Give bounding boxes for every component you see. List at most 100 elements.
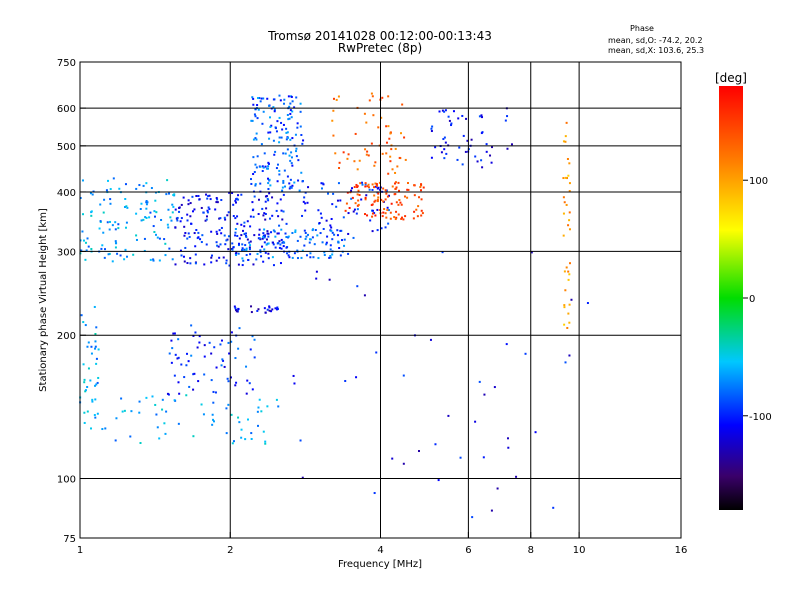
data-point: [286, 131, 289, 134]
data-point: [335, 205, 338, 208]
data-point: [398, 189, 401, 192]
data-point: [368, 188, 371, 191]
y-axis-ticks: 75 100 200 300 400 500 600 750: [57, 58, 86, 545]
data-point: [261, 122, 264, 125]
data-point: [234, 252, 237, 255]
data-point: [95, 326, 98, 329]
data-point: [334, 152, 337, 155]
data-point: [367, 154, 370, 157]
data-point: [206, 197, 209, 200]
data-point: [116, 252, 119, 255]
data-point: [145, 203, 148, 206]
data-point: [510, 143, 513, 146]
data-point: [443, 157, 446, 160]
data-point: [377, 186, 380, 189]
data-point: [235, 310, 238, 313]
data-point: [372, 114, 375, 117]
data-point: [564, 135, 567, 138]
data-point: [174, 263, 177, 266]
data-point: [336, 234, 339, 237]
data-point: [143, 237, 146, 240]
data-point: [225, 262, 228, 265]
data-point: [264, 311, 267, 314]
data-point: [300, 171, 303, 174]
data-point: [168, 247, 171, 250]
data-point: [243, 225, 246, 228]
data-point: [215, 366, 218, 369]
data-point: [94, 384, 97, 387]
data-point: [211, 423, 214, 426]
data-point: [200, 206, 203, 209]
data-point: [447, 115, 450, 118]
data-point: [164, 432, 167, 435]
data-point: [126, 206, 129, 209]
data-point: [338, 247, 341, 250]
data-point: [265, 238, 268, 241]
data-point: [291, 256, 294, 259]
data-point: [90, 352, 93, 355]
data-point: [208, 341, 211, 344]
data-point: [321, 241, 324, 244]
data-point: [332, 192, 335, 195]
data-point: [225, 239, 228, 242]
data-point: [294, 133, 297, 136]
x-tick-label: 2: [227, 545, 233, 556]
data-point: [145, 200, 148, 203]
data-point: [299, 110, 302, 113]
data-point: [365, 194, 368, 197]
data-point: [275, 167, 278, 170]
data-point: [135, 234, 138, 237]
data-point: [177, 381, 180, 384]
data-point: [270, 231, 273, 234]
data-point: [289, 138, 292, 141]
data-point: [263, 236, 266, 239]
data-point: [252, 156, 255, 159]
data-point: [265, 207, 268, 210]
data-point: [154, 191, 157, 194]
data-point: [333, 233, 336, 236]
data-point: [121, 410, 124, 413]
data-point: [151, 395, 154, 398]
data-point: [207, 194, 210, 197]
data-point: [286, 136, 289, 139]
data-point: [278, 240, 281, 243]
data-point: [176, 219, 179, 222]
data-point: [450, 124, 453, 127]
data-point: [255, 166, 258, 169]
data-point: [376, 184, 379, 187]
data-point: [242, 259, 245, 262]
data-point: [568, 273, 571, 276]
data-point: [263, 152, 266, 155]
data-point: [261, 165, 264, 168]
data-point: [365, 121, 368, 124]
data-point: [249, 240, 252, 243]
data-point: [313, 243, 316, 246]
data-point: [215, 196, 218, 199]
data-point: [261, 245, 264, 248]
data-point: [562, 212, 565, 215]
data-point: [145, 396, 148, 399]
data-point: [297, 179, 300, 182]
data-point: [236, 234, 239, 237]
data-point: [480, 132, 483, 135]
data-point: [314, 229, 317, 232]
data-point: [482, 456, 485, 459]
data-point: [256, 117, 259, 120]
data-point: [130, 410, 133, 413]
data-point: [342, 216, 345, 219]
data-point: [254, 115, 257, 118]
data-point: [278, 224, 281, 227]
data-point: [448, 119, 451, 122]
data-point: [112, 177, 115, 180]
data-point: [153, 230, 156, 233]
data-point: [386, 206, 389, 209]
data-point: [562, 234, 565, 237]
data-point: [330, 226, 333, 229]
data-point: [168, 192, 171, 195]
data-point: [272, 229, 275, 232]
data-point: [245, 365, 248, 368]
colorbar-ticks: -100 0 100: [743, 176, 772, 423]
data-point: [290, 151, 293, 154]
data-point: [183, 376, 186, 379]
data-point: [376, 198, 379, 201]
